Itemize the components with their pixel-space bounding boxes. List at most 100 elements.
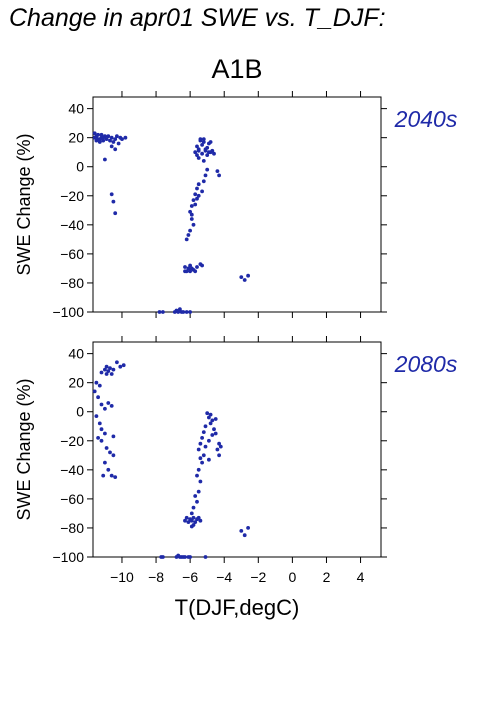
data-point — [195, 153, 199, 158]
data-point — [210, 433, 215, 437]
data-point — [186, 233, 191, 237]
data-point — [189, 518, 194, 523]
y-tick-label: −60 — [60, 246, 84, 262]
data-point — [118, 364, 123, 369]
y-tick-label: −20 — [60, 188, 84, 204]
data-point — [115, 134, 119, 139]
data-point — [205, 167, 210, 172]
data-point — [184, 310, 189, 314]
data-point — [193, 192, 198, 197]
data-point — [161, 555, 165, 559]
chart-main-title: Change in apr01 SWE vs. T_DJF: — [9, 4, 386, 32]
y-tick-label: −60 — [60, 491, 84, 507]
data-point — [203, 444, 208, 449]
data-point — [108, 450, 112, 455]
data-point — [193, 150, 198, 155]
data-point — [111, 367, 116, 372]
x-tick-label: 2 — [323, 569, 331, 585]
data-point — [188, 555, 193, 559]
x-tick-label: −2 — [250, 569, 266, 585]
data-point — [161, 310, 165, 314]
data-point — [103, 406, 107, 411]
plot-frame — [92, 341, 382, 558]
data-point — [101, 138, 106, 143]
data-point — [104, 137, 109, 142]
data-point — [207, 415, 211, 420]
data-point — [109, 473, 114, 478]
data-point — [103, 157, 107, 162]
data-point — [191, 515, 196, 520]
data-point — [109, 192, 114, 197]
y-tick-label: −80 — [60, 275, 84, 291]
data-point — [210, 418, 215, 423]
data-point — [201, 159, 206, 163]
data-point — [97, 140, 102, 144]
data-point — [106, 467, 111, 472]
y-tick-label: 40 — [68, 101, 84, 117]
y-tick-label: −100 — [52, 304, 84, 320]
data-point — [193, 269, 198, 274]
x-tick-label: −8 — [148, 569, 164, 585]
period-label: 2080s — [394, 351, 458, 377]
data-point — [103, 367, 107, 372]
data-point — [183, 265, 187, 269]
data-point — [113, 147, 118, 152]
data-point — [109, 372, 114, 376]
data-point — [115, 360, 119, 365]
data-point — [196, 148, 201, 153]
y-tick-label: 20 — [68, 130, 84, 146]
data-point — [205, 411, 210, 416]
data-point — [99, 427, 104, 432]
data-point — [188, 310, 193, 314]
data-point — [96, 436, 100, 440]
data-point — [104, 372, 109, 376]
data-point — [195, 265, 199, 269]
data-point — [116, 141, 121, 146]
data-point — [191, 523, 196, 527]
data-point — [188, 269, 193, 274]
data-point — [198, 456, 203, 461]
data-point — [109, 144, 114, 149]
data-point — [104, 446, 109, 450]
y-axis-title: SWE Change (%) — [14, 133, 34, 275]
data-point — [103, 460, 107, 465]
data-point — [203, 424, 208, 429]
data-point — [191, 222, 196, 227]
data-point — [213, 417, 218, 421]
x-tick-label: −10 — [110, 569, 134, 585]
data-point — [195, 196, 199, 201]
data-point — [198, 441, 203, 446]
data-point — [96, 395, 100, 400]
x-tick-label: 4 — [357, 569, 365, 585]
data-point — [200, 151, 205, 156]
data-point — [200, 189, 205, 194]
data-point — [196, 489, 201, 494]
data-point — [215, 169, 220, 174]
data-point — [246, 273, 251, 278]
data-point — [111, 453, 116, 458]
data-point — [201, 140, 206, 144]
data-point — [99, 402, 104, 407]
data-point — [188, 209, 193, 214]
y-tick-label: 20 — [68, 375, 84, 391]
x-tick-label: 0 — [288, 569, 296, 585]
data-point — [189, 212, 194, 217]
y-tick-label: −20 — [60, 433, 84, 449]
data-point — [195, 186, 199, 191]
data-point — [215, 447, 220, 452]
data-point — [207, 150, 211, 155]
data-point — [178, 307, 182, 311]
y-tick-label: 0 — [76, 159, 84, 175]
data-point — [188, 263, 193, 268]
y-tick-label: 0 — [76, 404, 84, 420]
data-point — [207, 457, 211, 462]
data-point — [123, 135, 128, 140]
data-point — [184, 237, 189, 242]
data-point — [242, 278, 247, 282]
data-point — [208, 421, 213, 426]
data-point — [193, 494, 198, 498]
data-point — [157, 310, 162, 314]
data-point — [217, 173, 222, 178]
